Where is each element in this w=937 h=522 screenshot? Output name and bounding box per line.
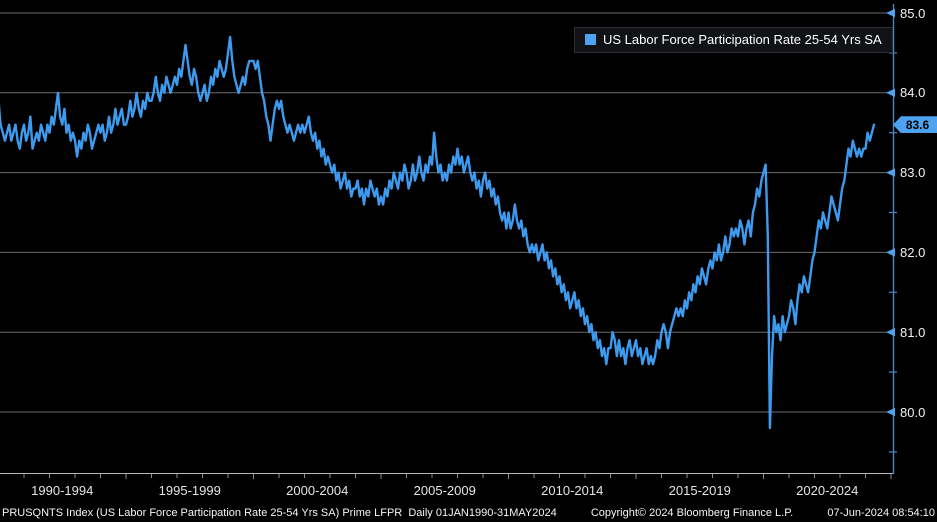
footer-timestamp: 07-Jun-2024 08:54:10 <box>827 506 935 519</box>
last-value-label: 83.6 <box>905 117 930 132</box>
footer-copyright: Copyright© 2024 Bloomberg Finance L.P. <box>590 506 794 519</box>
y-axis-label-84.0: 84.0 <box>900 85 926 101</box>
x-axis-label-2020-2024: 2020-2024 <box>796 483 859 498</box>
legend-label: US Labor Force Participation Rate 25-54 … <box>603 32 882 47</box>
y-axis-label-81.0: 81.0 <box>900 324 926 340</box>
y-axis-label-85.0: 85.0 <box>900 5 926 21</box>
y-tick-arrow-81.0 <box>886 328 895 337</box>
footer-security-description: PRUSQNTS Index (US Labor Force Participa… <box>2 506 557 519</box>
y-tick-arrow-80.0 <box>886 407 895 417</box>
footer-status-bar: PRUSQNTS Index (US Labor Force Participa… <box>0 504 937 521</box>
chart-line-lfpr <box>0 35 876 430</box>
y-tick-arrow-82.0 <box>886 248 895 257</box>
x-axis-label-1995-1999: 1995-1999 <box>158 483 221 498</box>
x-axis-label-2015-2019: 2015-2019 <box>668 483 731 498</box>
y-axis-ticks <box>886 8 897 453</box>
x-axis-label-1990-1994: 1990-1994 <box>31 483 94 498</box>
chart-plot-area[interactable] <box>0 0 937 479</box>
last-value-tag: 83.6 <box>893 116 937 134</box>
x-axis-label-2000-2004: 2000-2004 <box>286 483 349 498</box>
chart-legend[interactable]: US Labor Force Participation Rate 25-54 … <box>574 27 893 53</box>
y-tick-arrow-84.0 <box>886 88 895 97</box>
y-tick-arrow-85.0 <box>886 8 895 18</box>
x-axis-label-2005-2009: 2005-2009 <box>413 483 476 498</box>
y-axis-label-83.0: 83.0 <box>900 165 926 181</box>
legend-swatch-icon <box>585 34 596 45</box>
x-axis-label-2010-2014: 2010-2014 <box>541 483 604 498</box>
gridlines <box>0 12 893 413</box>
x-axis-ticks <box>23 473 892 479</box>
y-axis-label-80.0: 80.0 <box>900 404 926 420</box>
y-axis-label-82.0: 82.0 <box>900 244 926 260</box>
y-tick-arrow-83.0 <box>886 168 895 177</box>
